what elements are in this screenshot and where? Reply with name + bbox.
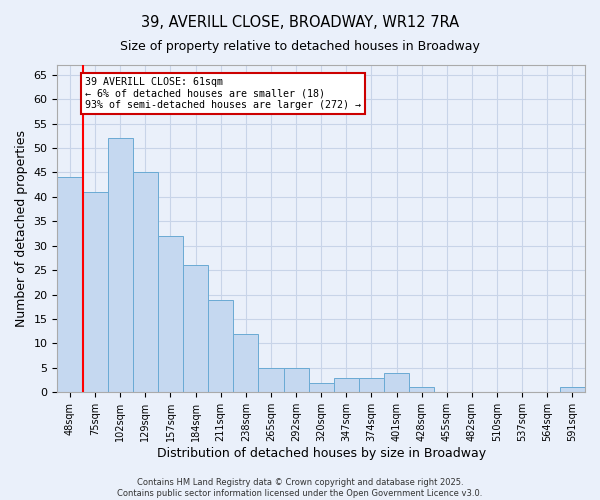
X-axis label: Distribution of detached houses by size in Broadway: Distribution of detached houses by size … (157, 447, 486, 460)
Bar (208, 300, 233, 392)
Bar (359, 378, 384, 392)
Text: 39 AVERILL CLOSE: 61sqm
← 6% of detached houses are smaller (18)
93% of semi-det: 39 AVERILL CLOSE: 61sqm ← 6% of detached… (85, 77, 361, 110)
Bar (133, 172, 158, 392)
Bar (308, 382, 334, 392)
Bar (384, 373, 409, 392)
Bar (83, 192, 107, 392)
Bar (183, 266, 208, 392)
Bar (334, 378, 359, 392)
Bar (284, 368, 308, 392)
Bar (259, 368, 284, 392)
Text: Size of property relative to detached houses in Broadway: Size of property relative to detached ho… (120, 40, 480, 53)
Text: 39, AVERILL CLOSE, BROADWAY, WR12 7RA: 39, AVERILL CLOSE, BROADWAY, WR12 7RA (141, 15, 459, 30)
Bar (409, 388, 434, 392)
Bar (107, 138, 133, 392)
Bar (158, 236, 183, 392)
Bar (233, 334, 259, 392)
Y-axis label: Number of detached properties: Number of detached properties (15, 130, 28, 327)
Text: Contains HM Land Registry data © Crown copyright and database right 2025.
Contai: Contains HM Land Registry data © Crown c… (118, 478, 482, 498)
Bar (58, 178, 83, 392)
Bar (560, 388, 585, 392)
